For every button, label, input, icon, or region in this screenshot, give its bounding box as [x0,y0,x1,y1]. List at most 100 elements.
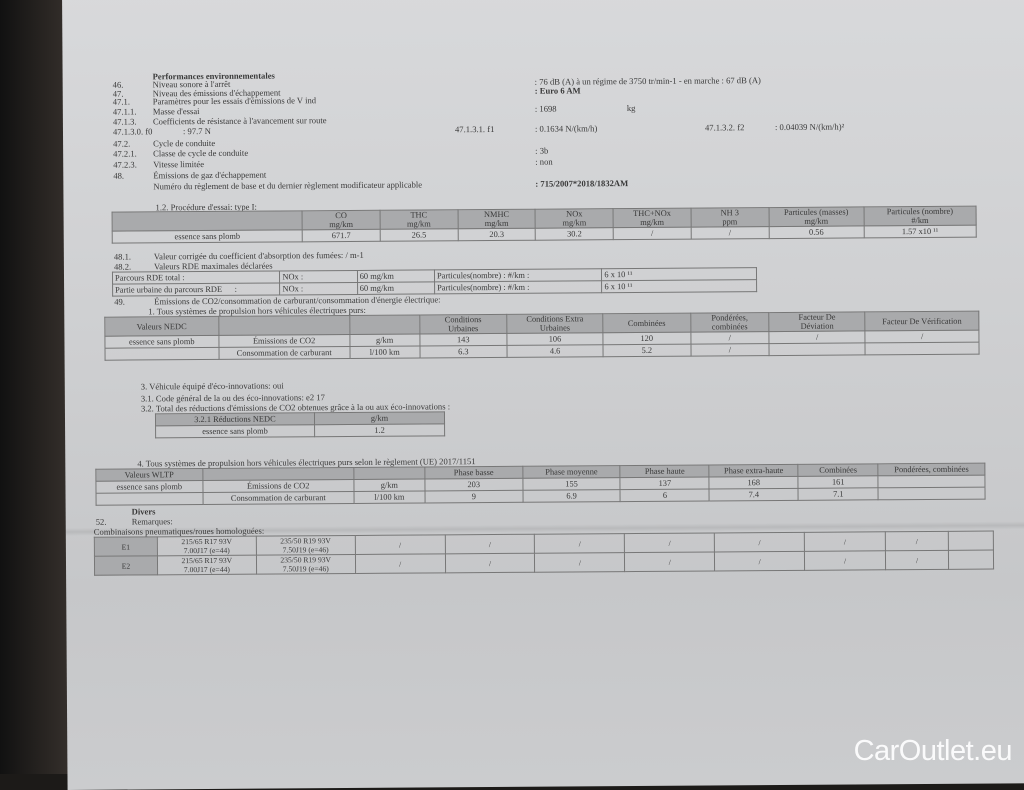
line-48-1-num: 48.1. [113,251,132,262]
table-cell: Émissions de CO2 [218,334,350,348]
table-cell: / [714,532,805,552]
table-cell: l/100 km [353,490,425,504]
eco-reductions-table: 3.2.1 Réductions NEDC g/km essence sans pl… [155,411,445,438]
table-cell: / [355,553,446,574]
table-cell: 26.5 [380,228,458,242]
line-48-2-num: 48.2. [113,261,132,272]
table-cell: 203 [424,478,523,491]
table-cell: 7.4 [709,488,799,501]
table-cell [878,487,986,500]
table-cell: / [690,343,770,357]
table-cell: Conditions Extra Urbaines [506,313,604,334]
table-cell: l/100 km [349,346,420,359]
table-cell: / [691,226,769,240]
table-cell [349,315,420,335]
table-cell: / [354,534,446,555]
table-cell: 1.57 x10 ¹¹ [863,225,977,238]
table-cell: / [769,330,866,344]
carouTlet-watermark: CarOutlet.eu [853,735,1013,767]
table-cell: 143 [419,333,507,347]
table-cell: 6 x 10 ¹¹ [601,279,757,293]
table-cell: Conditions Urbaines [419,314,507,335]
table-cell: NOx : [279,270,358,283]
table-cell: Phase extra-haute [709,464,799,477]
nedc-table: Valeurs NEDC Conditions Urbaines Condition… [104,311,980,361]
table-cell: 235/50 R19 93V 7.50J19 (e=46) [256,535,356,556]
line-52-label: Remarques: [131,516,173,527]
table-cell: Partie urbaine du parcours RDE : [112,282,281,297]
table-row: essence sans plomb 1.2 [155,423,445,438]
line-label: Classe de cycle de conduite [153,147,249,159]
table-cell: / [804,531,886,552]
table-cell: 60 mg/km [357,281,435,295]
table-cell: Combinées [602,313,691,333]
table-cell: / [624,551,715,572]
line-number: 47.2.1. [113,148,137,159]
table-cell: Phase moyenne [522,465,621,479]
line-value: : Euro 6 AM [534,85,581,96]
table-cell: essence sans plomb [95,480,203,494]
table-cell: essence sans plomb [112,229,303,244]
wltp-table: Valeurs WLTP Phase basse Phase moyenne Phas… [95,463,986,506]
table-cell: NOx mg/km [535,208,614,229]
f2-value: : 0.04039 N/(km/h)² [774,121,845,133]
eco-line-3: 3. Véhicule équipé d'éco-innovations: ou… [140,380,284,392]
table-cell: 5.2 [603,344,691,357]
table-cell: CO mg/km [302,210,381,230]
document-page: Performances environnementales 46. Niveau… [62,0,1024,790]
line-number: 48. [113,170,125,181]
rde-table: Parcours RDE total : NOx :60 mg/km Particu… [112,267,757,297]
table-cell: essence sans plomb [155,424,315,438]
table-cell: 6 x 10 ¹¹ [601,267,757,281]
table-cell: 155 [522,477,621,491]
table-cell: 0.56 [768,225,864,239]
table-cell: Combinées [798,463,879,477]
table-cell: Consommation de carburant [218,346,350,360]
line-label: Paramètres pour les essais d'émissions d… [152,95,317,107]
table-cell [948,531,994,551]
table-cell: 60 mg/km [357,269,435,283]
table-cell: Émissions de CO2 [202,479,354,493]
table-cell: Phase basse [424,466,523,479]
line-label: : 97.7 N [182,125,211,137]
table-cell: 106 [506,332,604,346]
table-cell: Facteur De Vérification [865,311,979,331]
table-cell: Facteur De Déviation [768,311,866,332]
table-cell: / [885,550,949,570]
line-number: 47.1.3.0. f0 [112,126,153,137]
table-cell: NOx : [279,282,358,295]
line-value: : 0.1634 N/(km/h) [534,123,598,134]
table-cell: Particules(nombre) : #/km : [434,280,603,294]
table-cell: 7.1 [798,487,879,501]
table-cell: 4.6 [506,344,604,358]
table-cell [218,315,350,336]
table-cell: 20.3 [457,228,536,241]
line-49-num: 49. [114,296,125,307]
table-cell: / [445,553,536,573]
table-cell [878,475,985,488]
line-number: 47.1.3. [112,116,137,127]
table-cell: 671.7 [302,229,381,242]
line-value: : non [535,156,553,167]
table-cell: g/km [353,478,425,492]
table-cell: Consommation de carburant [202,491,354,505]
line-label: Vitesse limitée [153,159,205,170]
table-cell: 6.9 [522,489,621,503]
table-cell: 9 [424,490,523,503]
f1-label: 47.1.3.1. f1 [454,123,495,135]
line-number: 47.2.3. [113,159,137,170]
line-label: Coefficients de résistance à l'avancemen… [152,115,327,127]
line-value: : 715/2007*2018/1832AM [535,178,629,189]
table-cell: NH 3 ppm [690,207,769,228]
table-cell [112,210,303,232]
line-label: Cycle de conduite [153,137,216,149]
table-cell: E2 [94,555,158,576]
table-cell: E1 [94,536,158,557]
table-cell [96,492,203,506]
table-cell: / [865,330,979,343]
tyres-table: E1 215/65 R17 93V 7.00J17 (e=44) 235/50 R1… [94,531,994,576]
line-52-num: 52. [95,516,107,527]
table-cell [105,347,219,361]
table-cell: 137 [620,476,710,490]
table-cell: 6.3 [419,345,508,359]
